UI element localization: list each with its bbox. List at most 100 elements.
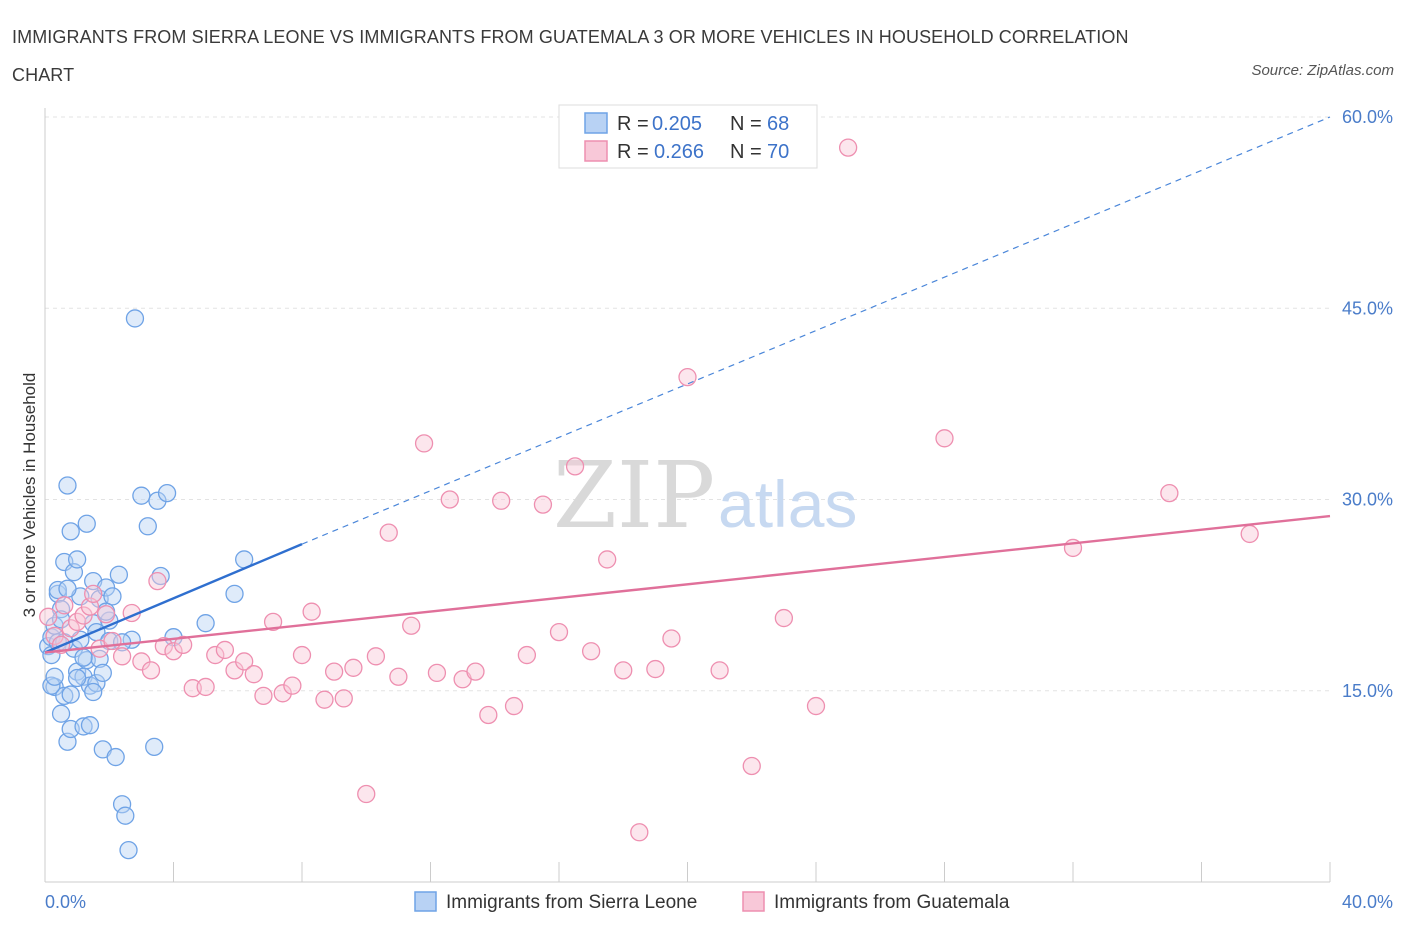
bottom-legend-swatch-sierra-leone — [414, 891, 437, 912]
data-point — [402, 616, 421, 635]
data-point — [196, 677, 215, 697]
data-point — [116, 806, 135, 825]
data-point — [1240, 524, 1259, 544]
data-point — [427, 663, 447, 683]
data-point — [206, 645, 225, 665]
data-point — [119, 840, 138, 860]
data-point — [141, 661, 161, 680]
data-point — [58, 579, 77, 598]
data-point — [292, 645, 312, 665]
data-point — [61, 522, 80, 541]
data-point — [67, 668, 87, 688]
y-tick-label: 60.0% — [1342, 107, 1393, 127]
data-point — [598, 550, 617, 569]
bottom-legend-label-guatemala: Immigrants from Guatemala — [774, 892, 1010, 913]
data-point — [492, 491, 511, 510]
data-point — [630, 823, 649, 842]
data-point — [151, 566, 170, 586]
data-point — [93, 663, 112, 683]
data-point — [106, 747, 125, 767]
data-point — [58, 476, 77, 495]
data-point — [77, 514, 96, 533]
data-point — [112, 647, 132, 666]
legend-r-label-2: R = — [617, 141, 649, 163]
tick-labels: 15.0% 30.0% 45.0% 60.0% 0.0% 40.0% — [45, 107, 1393, 912]
data-point — [55, 686, 74, 705]
data-point — [315, 690, 334, 709]
data-point — [581, 642, 601, 661]
watermark-atlas: atlas — [718, 467, 857, 541]
data-point — [61, 685, 80, 704]
y-tick-label: 30.0% — [1342, 490, 1393, 510]
trend-line-guatemala — [44, 514, 1331, 654]
data-point — [244, 665, 263, 684]
data-point — [324, 662, 344, 681]
data-point — [774, 608, 794, 628]
data-point — [103, 587, 122, 606]
data-point — [39, 607, 58, 626]
x-tick-label: 0.0% — [45, 892, 86, 912]
data-point — [302, 602, 321, 621]
data-point — [48, 580, 67, 600]
data-point — [549, 622, 569, 642]
data-point — [466, 662, 485, 681]
source-label: Source: ZipAtlas.com — [1251, 62, 1394, 79]
data-point — [132, 486, 151, 505]
series-guatemala-points — [39, 138, 1259, 842]
data-point — [935, 429, 954, 448]
data-point — [273, 684, 292, 703]
data-point — [742, 756, 761, 776]
data-point — [55, 596, 74, 615]
data-point — [479, 705, 498, 725]
data-point — [806, 696, 826, 716]
data-point — [157, 483, 177, 503]
data-point — [344, 658, 363, 677]
bottom-legend-label-sierra-leone: Immigrants from Sierra Leone — [446, 892, 697, 913]
data-point — [80, 716, 100, 735]
data-point — [1160, 483, 1179, 503]
data-point — [662, 629, 681, 648]
legend-n-value-2: 70 — [767, 141, 789, 163]
data-point — [84, 584, 103, 603]
data-point — [379, 523, 398, 542]
legend-r-value-2: 0.266 — [654, 141, 704, 163]
data-point — [90, 649, 109, 669]
trend-lines — [44, 116, 1331, 654]
data-point — [84, 682, 103, 702]
legend-swatch-guatemala — [584, 140, 608, 162]
legend-n-label-2: N = — [730, 141, 762, 163]
data-point — [263, 612, 283, 632]
legend-swatch-sierra-leone — [584, 112, 608, 134]
data-point — [504, 696, 524, 716]
data-point — [565, 457, 585, 476]
data-point — [164, 642, 183, 661]
data-point — [45, 667, 64, 686]
data-point — [440, 490, 459, 509]
legend-r-label-1: R = — [617, 113, 649, 135]
trend-line-sierra-leone-extension — [301, 116, 1331, 545]
data-point — [109, 565, 129, 584]
data-point — [125, 309, 145, 328]
data-point — [196, 614, 215, 633]
y-tick-label: 15.0% — [1342, 681, 1393, 701]
data-point — [614, 661, 633, 680]
data-point — [254, 686, 273, 705]
data-point — [283, 676, 302, 695]
data-point — [96, 605, 116, 624]
data-point — [145, 737, 164, 756]
legend-r-value-1: 0.205 — [652, 113, 702, 135]
data-point — [173, 635, 193, 654]
data-point — [710, 661, 729, 680]
data-point — [154, 636, 174, 656]
data-point — [148, 571, 167, 591]
data-point — [389, 667, 408, 686]
data-point — [148, 491, 167, 510]
x-tick-label: 40.0% — [1342, 892, 1393, 912]
top-legend: R = 0.205 N = 68 R = 0.266 N = 70 — [558, 104, 818, 169]
legend-n-value-1: 68 — [767, 113, 789, 135]
data-point — [215, 640, 235, 660]
bottom-legend-swatch-guatemala — [742, 891, 765, 912]
data-point — [517, 645, 537, 665]
bottom-legend: Immigrants from Sierra Leone Immigrants … — [414, 891, 1010, 913]
